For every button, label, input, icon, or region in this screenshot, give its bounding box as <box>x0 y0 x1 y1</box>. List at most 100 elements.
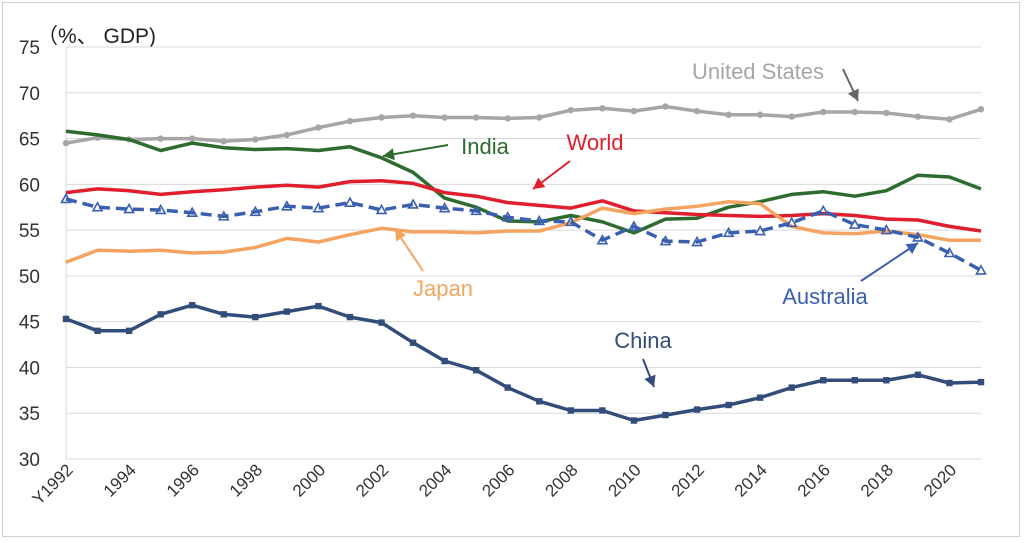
point-china-1992 <box>63 316 69 322</box>
point-united-states-2019 <box>915 113 921 119</box>
y-tick-50: 50 <box>19 267 40 288</box>
annotation-arrowhead-australia <box>906 243 918 254</box>
annotation-japan: Japan <box>413 276 473 301</box>
point-china-2010 <box>631 417 637 423</box>
point-china-1993 <box>94 328 100 334</box>
x-tick-1994: 1994 <box>100 460 140 500</box>
point-china-1996 <box>189 302 195 308</box>
point-china-2019 <box>915 372 921 378</box>
point-united-states-2004 <box>441 114 447 120</box>
x-tick-2000: 2000 <box>289 460 329 500</box>
point-china-2007 <box>536 398 542 404</box>
point-china-2000 <box>315 303 321 309</box>
point-china-1998 <box>252 314 258 320</box>
point-china-2004 <box>441 358 447 364</box>
point-china-1994 <box>126 328 132 334</box>
point-united-states-1999 <box>284 132 290 138</box>
point-united-states-2005 <box>473 114 479 120</box>
point-united-states-2002 <box>378 114 384 120</box>
point-australia-2003 <box>409 200 418 208</box>
line-world <box>66 181 981 231</box>
point-united-states-1996 <box>189 135 195 141</box>
point-china-2020 <box>946 380 952 386</box>
point-united-states-2008 <box>568 107 574 113</box>
series-united-states <box>63 103 984 146</box>
point-united-states-2016 <box>820 109 826 115</box>
x-tick-2006: 2006 <box>478 460 518 500</box>
annotation-united-states: United States <box>692 59 824 84</box>
point-china-2009 <box>599 407 605 413</box>
series-china <box>63 302 984 424</box>
x-tick-1996: 1996 <box>163 460 203 500</box>
x-tick-2002: 2002 <box>352 460 392 500</box>
y-tick-65: 65 <box>19 130 40 151</box>
point-united-states-2010 <box>631 108 637 114</box>
point-china-1999 <box>284 308 290 314</box>
x-tick-2008: 2008 <box>541 460 581 500</box>
point-united-states-2014 <box>757 112 763 118</box>
point-china-2011 <box>662 412 668 418</box>
point-united-states-1992 <box>63 140 69 146</box>
y-tick-45: 45 <box>19 313 40 334</box>
point-united-states-2003 <box>410 112 416 118</box>
y-tick-30: 30 <box>19 450 40 471</box>
x-tick-2020: 2020 <box>920 460 960 500</box>
point-united-states-2007 <box>536 114 542 120</box>
point-china-2021 <box>978 379 984 385</box>
point-united-states-2017 <box>852 109 858 115</box>
point-china-2008 <box>568 407 574 413</box>
point-australia-2002 <box>377 205 386 213</box>
point-china-2016 <box>820 377 826 383</box>
point-china-2013 <box>725 402 731 408</box>
point-australia-1994 <box>125 205 134 213</box>
point-united-states-2001 <box>347 118 353 124</box>
point-china-2005 <box>473 367 479 373</box>
point-united-states-1995 <box>157 135 163 141</box>
annotation-australia: Australia <box>782 284 868 309</box>
point-united-states-2013 <box>725 112 731 118</box>
series-world <box>66 181 981 231</box>
series-japan <box>66 202 981 263</box>
point-china-2003 <box>410 340 416 346</box>
y-tick-40: 40 <box>19 358 40 379</box>
point-united-states-2012 <box>694 108 700 114</box>
point-china-2015 <box>788 384 794 390</box>
point-united-states-2021 <box>978 106 984 112</box>
line-china <box>66 305 981 420</box>
point-united-states-2015 <box>788 113 794 119</box>
annotation-china: China <box>614 328 672 353</box>
point-australia-2017 <box>850 220 859 228</box>
line-japan <box>66 202 981 263</box>
point-australia-1993 <box>93 203 102 211</box>
y-tick-55: 55 <box>19 221 40 242</box>
point-australia-2000 <box>314 204 323 212</box>
x-tick-2016: 2016 <box>794 460 834 500</box>
point-united-states-2006 <box>505 115 511 121</box>
x-tick-1998: 1998 <box>226 460 266 500</box>
y-tick-35: 35 <box>19 404 40 425</box>
annotation-arrowhead-world <box>533 178 545 189</box>
point-united-states-2000 <box>315 124 321 130</box>
point-united-states-2018 <box>883 110 889 116</box>
point-china-2017 <box>852 377 858 383</box>
point-china-2014 <box>757 394 763 400</box>
point-china-2002 <box>378 319 384 325</box>
point-united-states-2020 <box>946 116 952 122</box>
point-china-2018 <box>883 377 889 383</box>
point-united-states-2011 <box>662 103 668 109</box>
point-china-2012 <box>694 406 700 412</box>
x-tick-2014: 2014 <box>731 460 771 500</box>
point-australia-2001 <box>345 198 354 206</box>
annotation-india: India <box>461 134 509 159</box>
x-tick-2012: 2012 <box>668 460 708 500</box>
point-china-2006 <box>505 384 511 390</box>
x-tick-2010: 2010 <box>605 460 645 500</box>
line-united-states <box>66 107 981 144</box>
y-tick-70: 70 <box>19 84 40 105</box>
point-united-states-1997 <box>221 138 227 144</box>
point-united-states-1998 <box>252 136 258 142</box>
